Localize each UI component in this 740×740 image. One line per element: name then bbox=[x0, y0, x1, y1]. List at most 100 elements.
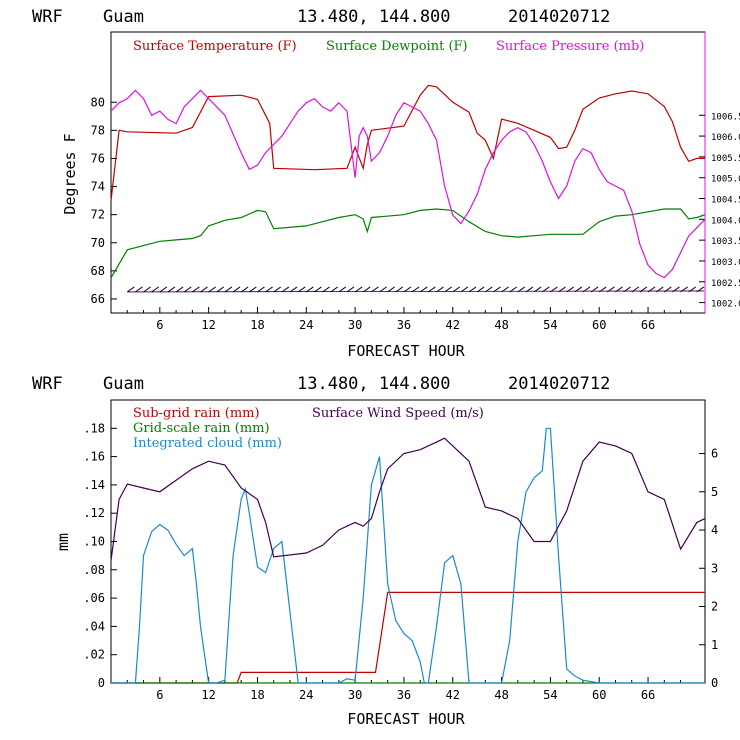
chart-1-y2-tick-label: 1006.0 bbox=[711, 133, 740, 143]
chart-1-wind-barb-baseline bbox=[127, 290, 704, 293]
chart-1-y-axis-label: Degrees F bbox=[61, 133, 79, 214]
chart-2-y2-tick-label: 3 bbox=[711, 561, 718, 575]
chart-2-y2-tick-label: 1 bbox=[711, 638, 718, 652]
chart-1-plot-frame bbox=[110, 31, 706, 314]
chart-1-wind-barb bbox=[338, 286, 347, 293]
chart-1-wind-barb bbox=[151, 286, 159, 293]
chart-2-x-tick-label: 54 bbox=[543, 688, 557, 702]
chart-1-header-init: 2014020712 bbox=[508, 7, 610, 27]
chart-1-x-tick-label: 54 bbox=[543, 318, 557, 332]
chart-1-series-surface-temperature-f bbox=[110, 84, 705, 201]
chart-2-legend-wind-speed: Surface Wind Speed (m/s) bbox=[312, 406, 484, 421]
chart-1-header-model: WRF bbox=[32, 7, 63, 27]
chart-2-legend-gridscale-rain: Grid-scale rain (mm) bbox=[133, 421, 270, 436]
chart-1-x-tick-label: 60 bbox=[592, 318, 606, 332]
chart-1-y2-tick-label: 1002.0 bbox=[711, 300, 740, 310]
chart-1-wind-barb bbox=[224, 286, 233, 293]
chart-1-y-tick-label: 72 bbox=[91, 208, 105, 222]
chart-1-wind-barb bbox=[143, 286, 151, 293]
chart-1-wind-barb bbox=[135, 286, 143, 293]
chart-1-wind-barb bbox=[297, 286, 306, 293]
chart-1-wind-barb bbox=[167, 286, 176, 293]
chart-2-x-tick-label: 48 bbox=[494, 688, 508, 702]
chart-2-y2-tick-label: 4 bbox=[711, 523, 718, 537]
chart-1-wind-barb bbox=[371, 286, 379, 293]
chart-1-wind-barb bbox=[330, 286, 338, 293]
chart-1-y2-tick-label: 1006.5 bbox=[711, 112, 740, 122]
chart-2-y2-tick-label: 6 bbox=[711, 447, 718, 461]
chart-1-x-tick-label: 18 bbox=[250, 318, 264, 332]
chart-1-wind-barb bbox=[305, 286, 314, 293]
chart-1-wind-barb bbox=[314, 286, 322, 293]
chart-2-header-init: 2014020712 bbox=[508, 374, 610, 394]
chart-1-y-tick-label: 78 bbox=[91, 123, 105, 137]
chart-1-x-tick-label: 30 bbox=[348, 318, 362, 332]
chart-2-x-tick-label: 30 bbox=[348, 688, 362, 702]
chart-1-wind-barb bbox=[208, 286, 216, 293]
chart-1-header-location: Guam bbox=[103, 7, 144, 27]
chart-1-series-surface-dewpoint-f bbox=[110, 208, 706, 279]
chart-2-x-tick-label: 24 bbox=[299, 688, 313, 702]
chart-1-wind-barb bbox=[257, 286, 265, 293]
chart-2-x-tick-label: 66 bbox=[641, 688, 655, 702]
chart-1-wind-barb bbox=[192, 286, 200, 293]
chart-1-x-tick-label: 24 bbox=[299, 318, 313, 332]
chart-1-y2-tick-label: 1004.5 bbox=[711, 196, 740, 206]
chart-2-legend-subgrid-rain: Sub-grid rain (mm) bbox=[133, 406, 260, 421]
chart-1-wind-barb bbox=[362, 286, 371, 293]
chart-2-series bbox=[110, 427, 706, 684]
chart-1-wind-barb bbox=[346, 286, 355, 293]
chart-2-x-axis-label: FORECAST HOUR bbox=[347, 710, 465, 728]
chart-1-x-tick-label: 48 bbox=[494, 318, 508, 332]
chart-2-x-tick-label: 12 bbox=[201, 688, 215, 702]
chart-1-wind-barb bbox=[200, 286, 208, 293]
chart-1-wind-barb bbox=[175, 286, 184, 293]
chart-1-wind-barb bbox=[232, 286, 241, 293]
chart-2-y-tick-label: .10 bbox=[83, 535, 105, 549]
chart-2-y-tick-label: .08 bbox=[83, 563, 105, 577]
chart-2-y2-tick-label: 5 bbox=[711, 485, 718, 499]
chart-2-y2-ticks: 0 1 2 3 4 5 6 bbox=[699, 447, 718, 690]
chart-1-wind-barb bbox=[273, 286, 282, 293]
chart-1-y-tick-label: 76 bbox=[91, 151, 105, 165]
chart-2-x-tick-label: 60 bbox=[592, 688, 606, 702]
chart-2-series-integrated-cloud-mm bbox=[111, 427, 705, 684]
chart-2-x-tick-label: 42 bbox=[446, 688, 460, 702]
chart-2-y-tick-label: .12 bbox=[83, 506, 105, 520]
chart-1-wind-barb bbox=[183, 286, 192, 293]
chart-1-legend-dewpoint: Surface Dewpoint (F) bbox=[326, 39, 468, 54]
chart-1-wind-barb bbox=[322, 286, 330, 293]
chart-1-wind-barb bbox=[265, 286, 273, 293]
chart-2-y-tick-label: 0 bbox=[98, 676, 105, 690]
chart-2-header-location: Guam bbox=[103, 374, 144, 394]
chart-1-wind-barb bbox=[126, 286, 135, 293]
chart-2-y2-tick-label: 0 bbox=[711, 676, 718, 690]
chart-1-y2-tick-label: 1002.5 bbox=[711, 279, 740, 289]
chart-1-wind-barb bbox=[240, 286, 249, 293]
chart-1-y-tick-label: 70 bbox=[91, 236, 105, 250]
chart-1-series bbox=[110, 84, 706, 279]
chart-1-y2-tick-label: 1005.5 bbox=[711, 154, 740, 164]
chart-1-wind-barb bbox=[159, 286, 168, 293]
chart-1-legend-temperature: Surface Temperature (F) bbox=[133, 39, 297, 54]
chart-1-y-tick-label: 80 bbox=[91, 95, 105, 109]
chart-1-series-surface-pressure-mb bbox=[110, 89, 706, 279]
chart-1-y-tick-label: 66 bbox=[91, 292, 105, 306]
chart-1-y-ticks: 66 68 70 72 74 76 78 80 bbox=[91, 95, 117, 306]
chart-1-wind-barb bbox=[249, 286, 257, 293]
chart-2: WRF Guam 13.480, 144.800 2014020712 Sub-… bbox=[32, 374, 718, 728]
chart-1-y2-ticks: 1002.0 1002.5 1003.0 1003.5 1004.0 1004.5 1005… bbox=[699, 112, 740, 310]
chart-2-y-tick-label: .04 bbox=[83, 619, 105, 633]
chart-1-wind-barb bbox=[354, 286, 363, 293]
chart-2-y2-tick-label: 2 bbox=[711, 600, 718, 614]
chart-2-y-tick-label: .06 bbox=[83, 591, 105, 605]
chart-1: WRF Guam 13.480, 144.800 2014020712 Surf… bbox=[32, 7, 740, 360]
chart-2-y-axis-label: mm bbox=[54, 533, 72, 551]
chart-1-wind-barb bbox=[216, 286, 225, 293]
chart-2-legend-integrated-cloud: Integrated cloud (mm) bbox=[133, 436, 282, 451]
chart-1-y2-tick-label: 1003.5 bbox=[711, 237, 740, 247]
chart-1-x-ticks: 6 12 18 24 30 36 42 48 54 60 66 bbox=[126, 307, 682, 332]
chart-2-x-tick-label: 18 bbox=[250, 688, 264, 702]
chart-1-y2-tick-label: 1003.0 bbox=[711, 258, 740, 268]
